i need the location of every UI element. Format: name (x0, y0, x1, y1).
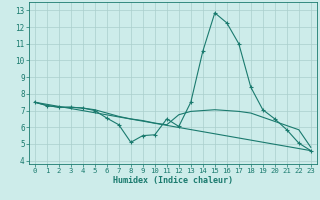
X-axis label: Humidex (Indice chaleur): Humidex (Indice chaleur) (113, 176, 233, 185)
